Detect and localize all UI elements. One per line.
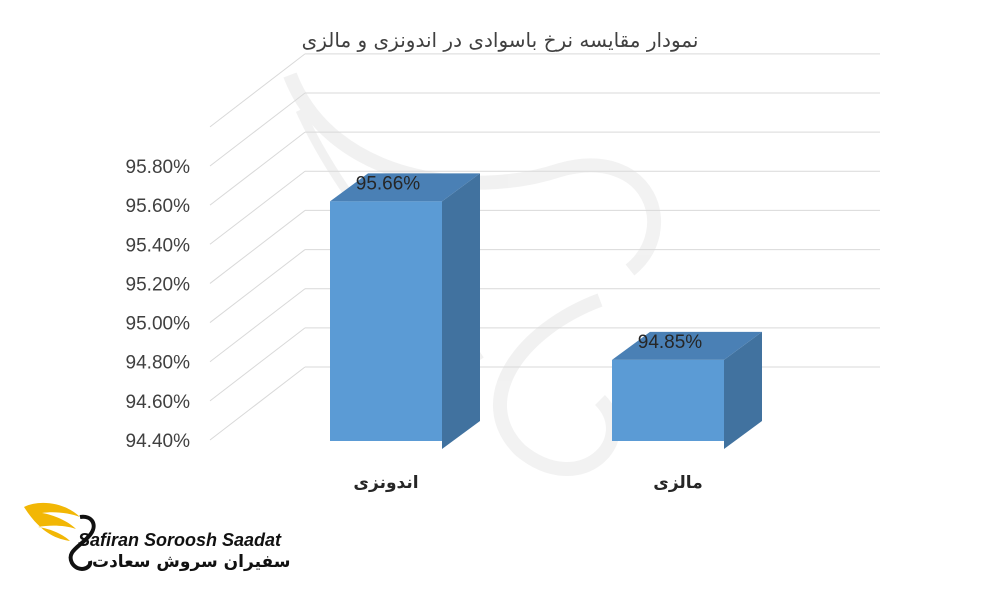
data-label: 94.85% <box>638 332 703 353</box>
gridline-slant <box>209 366 306 441</box>
data-labels: 95.66% 94.85% <box>356 173 703 353</box>
y-tick-label: 94.40% <box>126 431 191 452</box>
bar-1 <box>330 173 480 449</box>
gridline-slant <box>209 92 306 167</box>
y-tick-label: 95.40% <box>126 235 191 256</box>
company-logo <box>20 495 290 580</box>
y-axis: 94.40% 94.60% 94.80% 95.00% 95.20% 95.40% 95.6… <box>126 157 191 452</box>
bar-top-face <box>330 173 480 202</box>
bar-top-face <box>612 331 762 360</box>
data-label: 95.66% <box>356 173 421 194</box>
logo-text-en: Safiran Soroosh Saadat <box>78 530 282 550</box>
gridline-slant <box>209 53 306 128</box>
gridline-slant <box>209 210 306 284</box>
y-tick-label: 95.60% <box>126 196 191 217</box>
gridline-slant <box>209 170 306 245</box>
x-tick-label: مالزی <box>653 473 702 493</box>
y-tick-label: 95.20% <box>126 274 191 295</box>
y-tick-label: 94.60% <box>126 392 191 413</box>
gridline-slant <box>209 288 306 363</box>
bars <box>330 173 762 449</box>
gridline-slant <box>209 327 306 402</box>
chart-title: نمودار مقایسه نرخ باسوادی در اندونزی و م… <box>301 28 699 52</box>
gridline-slant <box>209 249 306 323</box>
x-tick-label: اندونزی <box>353 473 418 493</box>
y-tick-label: 95.00% <box>126 314 191 335</box>
gridline-slant <box>209 131 306 206</box>
bar-front-face <box>612 359 724 441</box>
wing-logo-icon <box>24 502 96 571</box>
bar-2 <box>612 331 762 449</box>
bar-front-face <box>330 201 442 441</box>
y-tick-label: 95.80% <box>126 157 191 178</box>
bar-side-face <box>442 173 480 449</box>
x-axis: اندونزی مالزی <box>353 473 702 493</box>
y-tick-label: 94.80% <box>126 353 191 374</box>
bar-side-face <box>724 331 762 449</box>
logo-text-fa: سفیران سروش سعادت <box>92 552 291 572</box>
